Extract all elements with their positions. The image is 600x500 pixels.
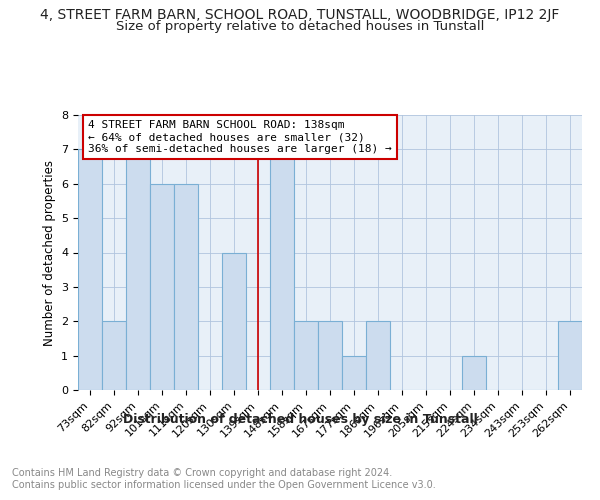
Bar <box>270 150 294 390</box>
Bar <box>318 322 342 390</box>
Bar <box>558 322 582 390</box>
Bar <box>222 252 246 390</box>
Bar <box>462 356 486 390</box>
Bar <box>78 150 102 390</box>
Text: 4 STREET FARM BARN SCHOOL ROAD: 138sqm
← 64% of detached houses are smaller (32): 4 STREET FARM BARN SCHOOL ROAD: 138sqm ←… <box>88 120 392 154</box>
Text: Contains HM Land Registry data © Crown copyright and database right 2024.: Contains HM Land Registry data © Crown c… <box>12 468 392 477</box>
Bar <box>294 322 318 390</box>
Bar <box>126 150 150 390</box>
Bar <box>102 322 126 390</box>
Text: Contains public sector information licensed under the Open Government Licence v3: Contains public sector information licen… <box>12 480 436 490</box>
Text: Size of property relative to detached houses in Tunstall: Size of property relative to detached ho… <box>116 20 484 33</box>
Bar <box>150 184 174 390</box>
Text: 4, STREET FARM BARN, SCHOOL ROAD, TUNSTALL, WOODBRIDGE, IP12 2JF: 4, STREET FARM BARN, SCHOOL ROAD, TUNSTA… <box>40 8 560 22</box>
Bar <box>366 322 390 390</box>
Bar <box>342 356 366 390</box>
Text: Distribution of detached houses by size in Tunstall: Distribution of detached houses by size … <box>122 412 478 426</box>
Bar <box>174 184 198 390</box>
Y-axis label: Number of detached properties: Number of detached properties <box>43 160 56 346</box>
